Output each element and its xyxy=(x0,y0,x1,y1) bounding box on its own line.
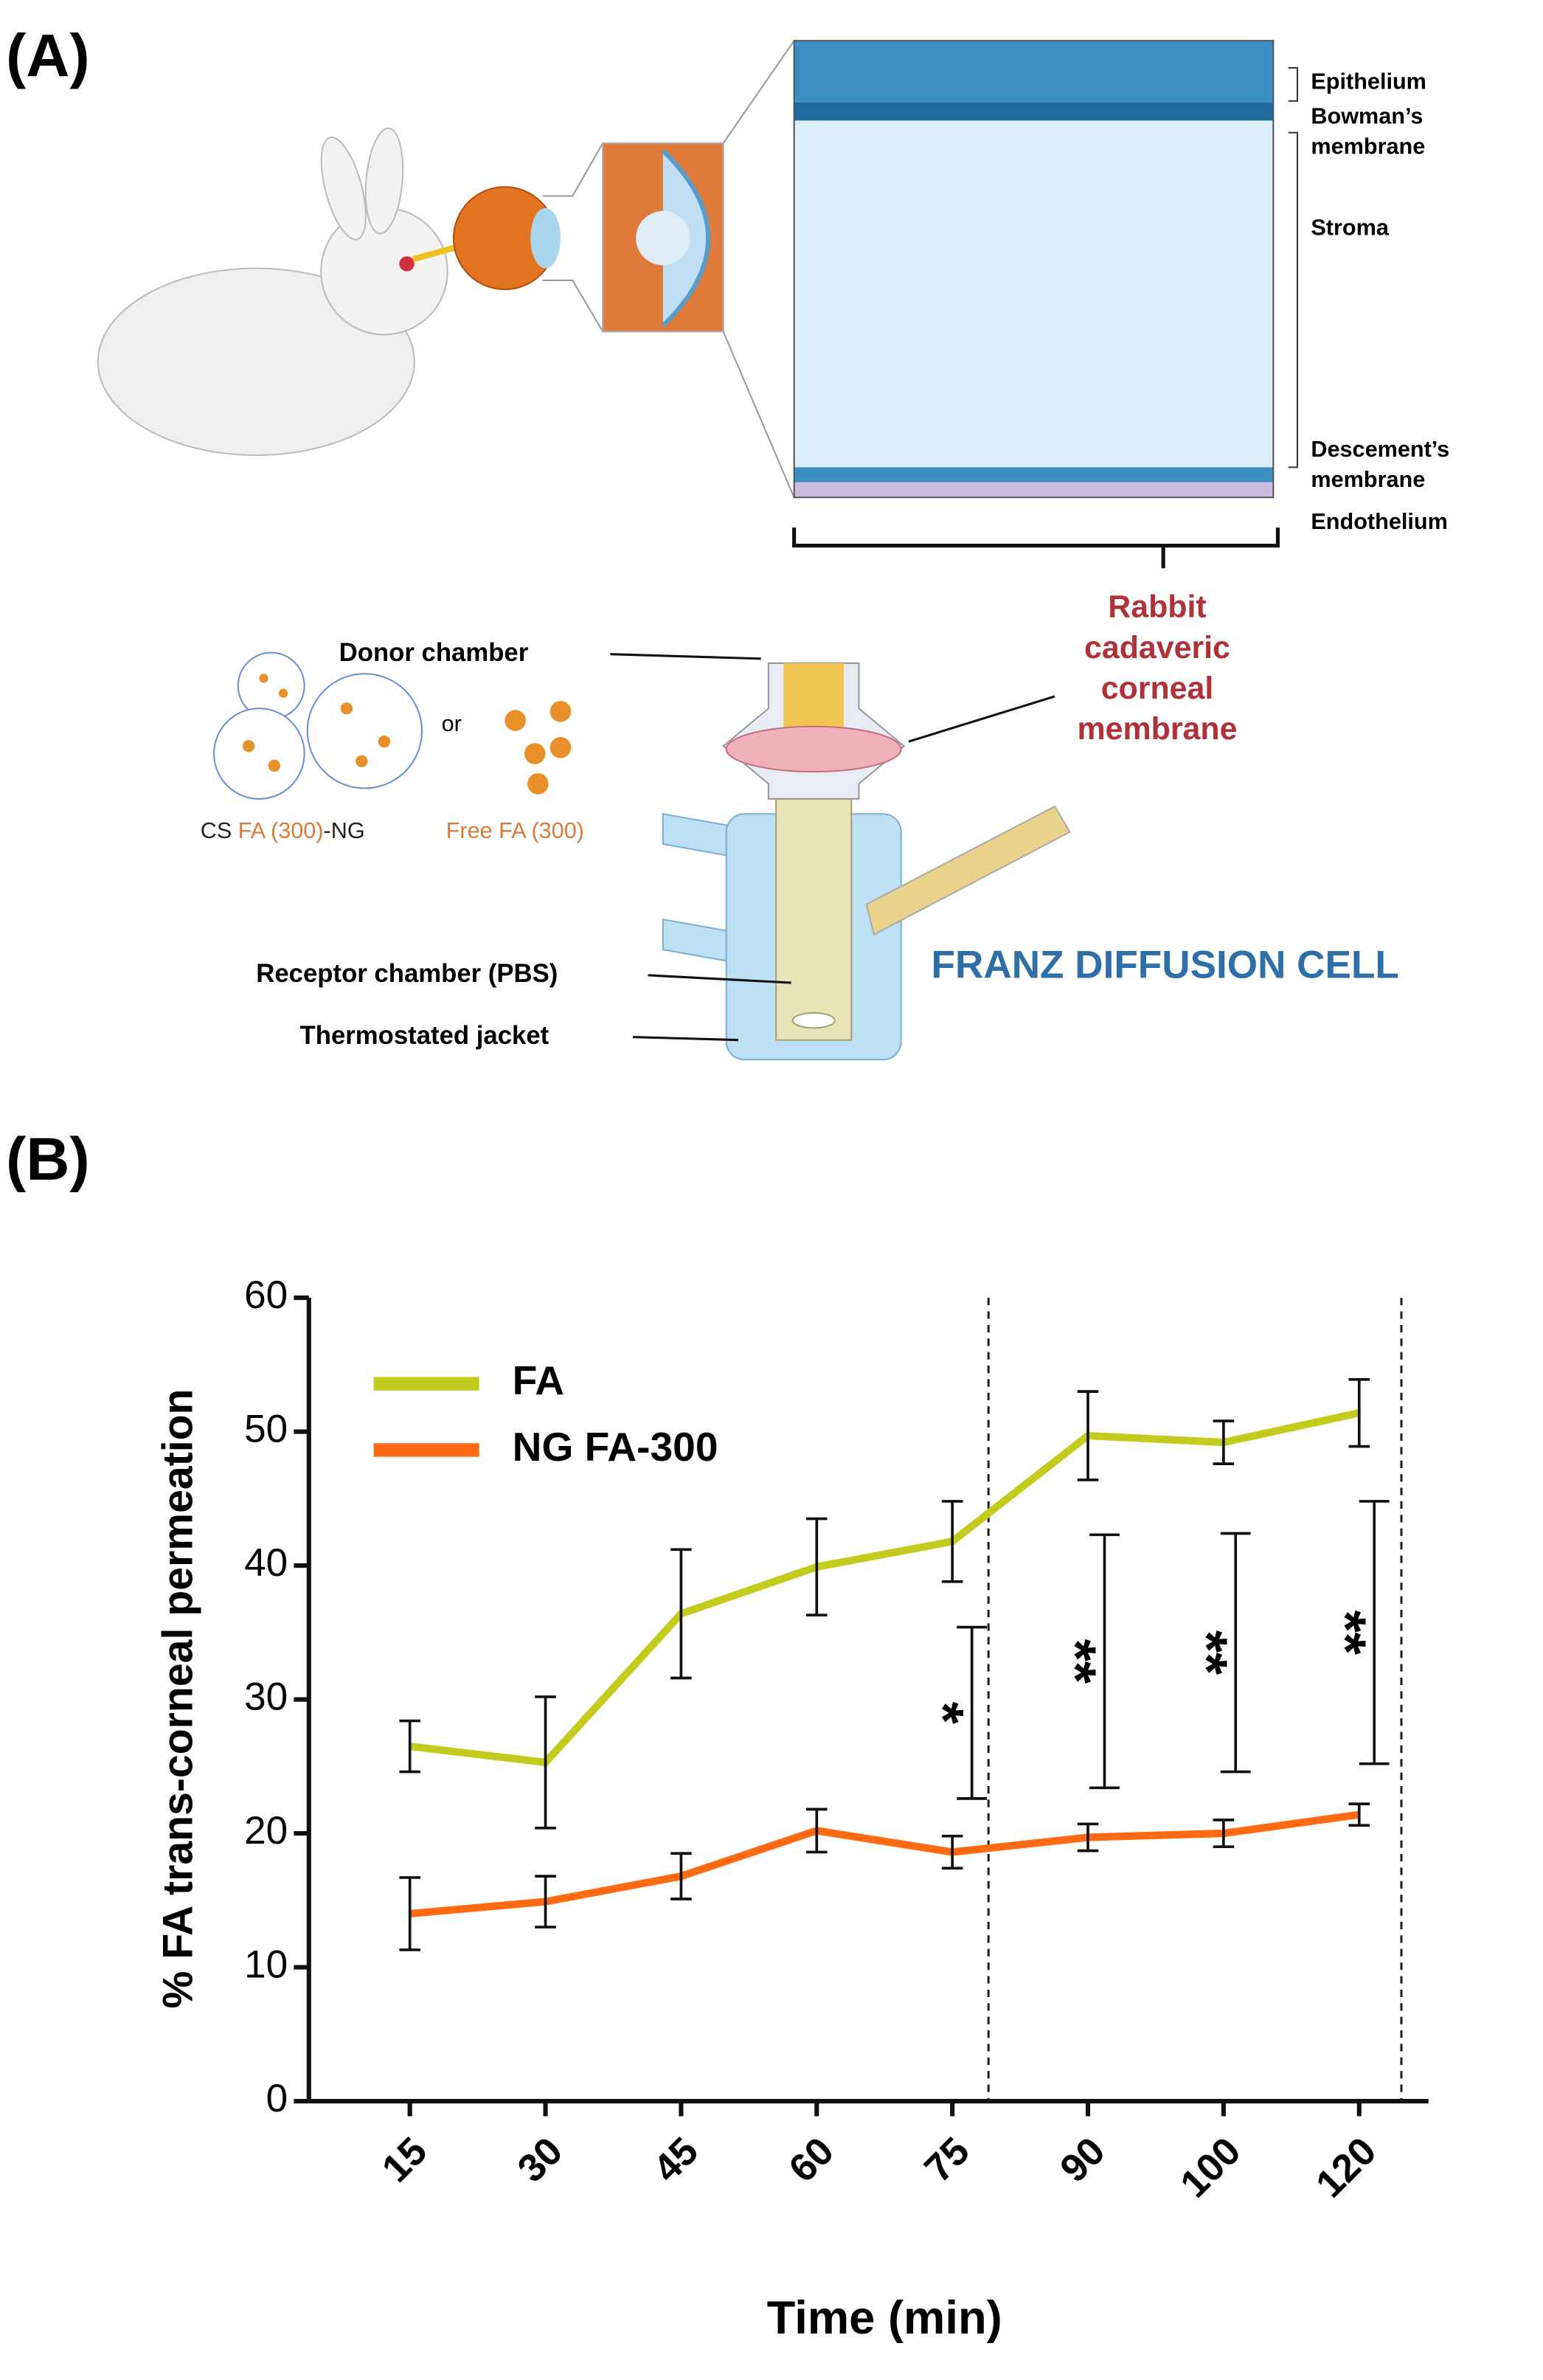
x-tick-label: 60 xyxy=(781,2129,842,2190)
nanogel xyxy=(213,708,305,800)
significance-bracket xyxy=(1089,1533,1120,1790)
rabbit-body xyxy=(97,267,415,457)
error-bar xyxy=(535,1875,556,1928)
significance-label: ** xyxy=(1175,1630,1238,1675)
x-tick-label: 100 xyxy=(1172,2129,1249,2206)
descement-layer xyxy=(794,467,1274,482)
error-bar xyxy=(1348,1802,1370,1827)
label: cadaveric xyxy=(1084,630,1230,665)
legend-label: NG FA-300 xyxy=(513,1424,718,1470)
y-tick-label: 50 xyxy=(244,1408,288,1451)
cornea-frame xyxy=(793,40,1275,499)
label: FRANZ DIFFUSION CELL xyxy=(932,944,1399,987)
panel-a-drawing xyxy=(97,40,1299,1061)
zoom-line xyxy=(542,142,604,197)
error-bar xyxy=(941,1500,963,1583)
membrane-disc xyxy=(725,725,902,773)
y-tick-label: 40 xyxy=(244,1541,288,1585)
bowman-layer xyxy=(794,102,1274,121)
series-line xyxy=(409,1409,1360,1767)
series-line xyxy=(409,1810,1360,1918)
label: Stroma xyxy=(1311,215,1389,241)
x-tick-label: 120 xyxy=(1308,2129,1384,2206)
label: membrane xyxy=(1311,134,1425,159)
rabbit-ear xyxy=(364,127,404,235)
receptor-tube xyxy=(775,798,853,1041)
label: Descement’s xyxy=(1311,437,1449,462)
sampling-arm xyxy=(865,805,1071,936)
y-tick-label: 60 xyxy=(244,1273,288,1317)
rabbit-eye xyxy=(399,256,415,271)
label: Thermostated jacket xyxy=(300,1022,549,1050)
label: Donor chamber xyxy=(339,639,529,667)
y-tick-label: 10 xyxy=(244,1943,288,1987)
label: or xyxy=(442,711,462,736)
x-tick-label: 45 xyxy=(645,2129,707,2190)
y-axis-title: % FA trans-corneal permeation xyxy=(154,1389,201,2009)
bottom-bracket xyxy=(792,527,1280,569)
zoom-line xyxy=(542,279,604,332)
error-bar xyxy=(1077,1390,1099,1481)
error-bar xyxy=(805,1808,828,1854)
y-tick-label: 20 xyxy=(244,1809,288,1853)
label: Endothelium xyxy=(1311,509,1447,534)
error-bar xyxy=(941,1834,963,1870)
drug-dots xyxy=(242,674,572,795)
label-part: -NG xyxy=(324,818,365,843)
x-axis-title: Time (min) xyxy=(767,2292,1002,2344)
label: Rabbit xyxy=(1108,589,1206,625)
nanogel xyxy=(306,673,423,789)
label: Receptor chamber (PBS) xyxy=(256,960,558,988)
label: Epithelium xyxy=(1311,69,1426,94)
y-tick-label: 0 xyxy=(266,2077,288,2120)
label: (A) xyxy=(6,22,89,89)
x-tick-label: 30 xyxy=(510,2129,571,2190)
legend-label: FA xyxy=(513,1357,564,1403)
significance-bracket xyxy=(957,1625,988,1800)
error-bar xyxy=(805,1517,828,1617)
significance-label: ** xyxy=(1044,1639,1107,1684)
side-arm xyxy=(662,813,732,857)
significance-label: ** xyxy=(1314,1611,1377,1656)
eye-cornea xyxy=(530,207,561,269)
stroma-layer xyxy=(794,120,1274,468)
label: corneal xyxy=(1101,671,1214,706)
zoom-line xyxy=(722,40,795,144)
label: (B) xyxy=(6,1126,89,1193)
label: membrane xyxy=(1078,711,1238,747)
x-tick-label: 75 xyxy=(916,2129,977,2190)
x-tick-label: 15 xyxy=(374,2129,435,2190)
error-bar xyxy=(670,1548,692,1680)
y-tick-label: 30 xyxy=(244,1675,288,1719)
epithelium-layer xyxy=(794,41,1274,103)
layer-bracket xyxy=(1288,66,1299,468)
arrows xyxy=(610,653,1055,1042)
error-bar xyxy=(1077,1822,1099,1853)
nanogel-label: CS FA (300)-NG xyxy=(201,818,365,843)
error-bar xyxy=(399,1719,420,1774)
error-bar xyxy=(670,1852,692,1900)
lens xyxy=(636,211,690,266)
significance-bracket xyxy=(1359,1500,1390,1765)
error-bar xyxy=(535,1695,556,1830)
label: Free FA (300) xyxy=(446,818,584,843)
significance-bracket xyxy=(1220,1532,1251,1774)
error-bar xyxy=(399,1876,420,1951)
label: Bowman’s xyxy=(1311,103,1423,128)
label-part: FA (300) xyxy=(238,818,324,843)
label-part: CS xyxy=(201,818,238,843)
stirrer xyxy=(791,1011,836,1029)
error-bar xyxy=(1213,1819,1235,1849)
error-bar xyxy=(1348,1377,1370,1448)
endothelium-layer xyxy=(794,482,1274,498)
nanogel xyxy=(237,651,305,720)
error-bar xyxy=(1213,1419,1235,1465)
zoom-line xyxy=(722,331,795,498)
significance-label: * xyxy=(911,1702,974,1725)
x-tick-label: 90 xyxy=(1052,2129,1113,2190)
side-arm xyxy=(662,919,732,963)
rabbit-ear xyxy=(320,136,367,241)
label: membrane xyxy=(1311,467,1425,492)
